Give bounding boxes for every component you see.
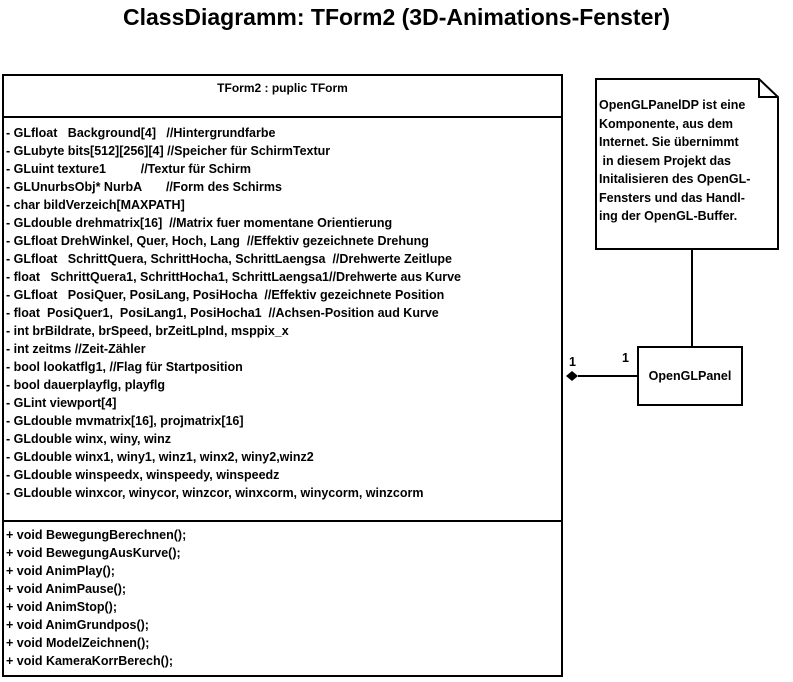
attribute: - GLdouble winspeedx, winspeedy, winspee… [6, 468, 280, 482]
attribute: - GLint viewport[4] [6, 396, 117, 410]
attribute: - GLdouble winx, winy, winz [6, 432, 172, 446]
diagram-title: ClassDiagramm: TForm2 (3D-Animations-Fen… [123, 4, 670, 30]
attribute: - GLdouble winx1, winy1, winz1, winx2, w… [6, 450, 314, 464]
attribute: - GLUnurbsObj* NurbA //Form des Schirms [6, 180, 282, 194]
attribute: - GLfloat Background[4] //Hintergrundfar… [6, 126, 276, 140]
target-multiplicity: 1 [622, 351, 629, 365]
attribute: - float SchrittQuera1, SchrittHocha1, Sc… [6, 270, 461, 284]
attribute: - bool dauerplayflg, playflg [6, 378, 166, 392]
method: + void BewegungBerechnen(); [6, 528, 187, 542]
method: + void ModelZeichnen(); [6, 636, 150, 650]
source-multiplicity: 1 [569, 355, 576, 369]
attributes-compartment: - GLfloat Background[4] //Hintergrundfar… [4, 118, 561, 522]
attribute: - GLubyte bits[512][256][4] //Speicher f… [6, 144, 331, 158]
attribute: - bool lookatflg1, //Flag für Startposit… [6, 360, 243, 374]
attribute: - GLdouble mvmatrix[16], projmatrix[16] [6, 414, 244, 428]
attribute: - GLuint texture1 //Textur für Schirm [6, 162, 251, 176]
note: OpenGLPanelDP ist eine Komponente, aus d… [595, 78, 779, 250]
methods-compartment: + void BewegungBerechnen(); + void Beweg… [4, 522, 561, 670]
attribute: - GLfloat PosiQuer, PosiLang, PosiHocha … [6, 288, 445, 302]
note-shape [595, 78, 779, 250]
attribute: - GLdouble winxcor, winycor, winzcor, wi… [6, 486, 424, 500]
attribute: - float PosiQuer1, PosiLang1, PosiHocha1… [6, 306, 439, 320]
method: + void KameraKorrBerech(); [6, 654, 174, 668]
class-name: TForm2 : puplic TForm [4, 76, 561, 118]
method: + void AnimPlay(); [6, 564, 115, 578]
note-text: OpenGLPanelDP ist eine Komponente, aus d… [599, 98, 751, 223]
method: + void AnimGrundpos(); [6, 618, 149, 632]
attribute: - char bildVerzeich[MAXPATH] [6, 198, 185, 212]
class-openglpanel: OpenGLPanel [637, 346, 743, 406]
panel-name: OpenGLPanel [648, 369, 732, 383]
method: + void AnimPause(); [6, 582, 127, 596]
class-tform2: TForm2 : puplic TForm - GLfloat Backgrou… [2, 74, 563, 677]
attribute: - GLdouble drehmatrix[16] //Matrix fuer … [6, 216, 393, 230]
attribute: - int brBildrate, brSpeed, brZeitLpInd, … [6, 324, 289, 338]
method: + void AnimStop(); [6, 600, 117, 614]
attribute: - int zeitms //Zeit-Zähler [6, 342, 146, 356]
attribute: - GLfloat SchrittQuera, SchrittHocha, Sc… [6, 252, 452, 266]
method: + void BewegungAusKurve(); [6, 546, 181, 560]
attribute: - GLfloat DrehWinkel, Quer, Hoch, Lang /… [6, 234, 429, 248]
composition-diamond [566, 371, 578, 381]
